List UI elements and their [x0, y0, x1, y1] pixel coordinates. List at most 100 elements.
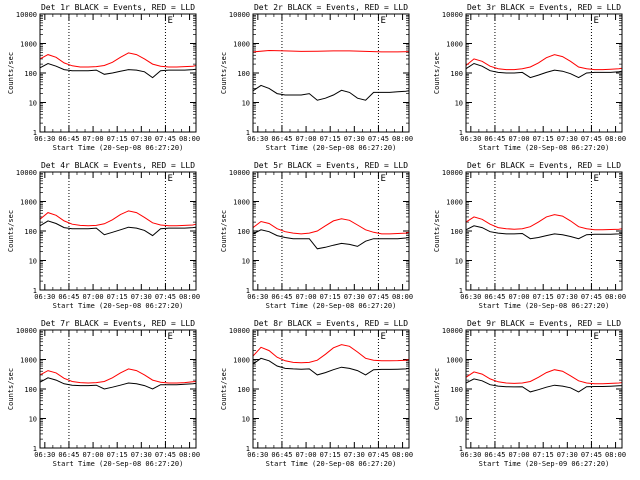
x-tick-label: 06:45 — [484, 135, 505, 143]
x-tick-label: 07:15 — [107, 451, 128, 459]
x-tick-label: 07:30 — [131, 135, 152, 143]
panel-title: Det 1r BLACK = Events, RED = LLD — [41, 3, 195, 12]
y-tick-label: 1 — [33, 129, 37, 137]
x-tick-label: 06:45 — [484, 451, 505, 459]
y-tick-label: 1 — [246, 445, 250, 453]
y-tick-label: 10000 — [442, 327, 463, 335]
event-marker-label: E — [167, 16, 172, 26]
y-tick-label: 10 — [455, 416, 463, 424]
x-tick-label: 06:30 — [34, 451, 55, 459]
y-axis-label: Counts/sec — [220, 368, 228, 410]
event-marker-label: E — [380, 174, 385, 184]
black-series-line — [465, 225, 623, 240]
event-marker-label: E — [380, 16, 385, 26]
plot-frame — [252, 13, 410, 133]
y-axis-label: Counts/sec — [433, 210, 441, 252]
x-tick-label: 06:45 — [58, 451, 79, 459]
panel-title: Det 3r BLACK = Events, RED = LLD — [467, 3, 621, 12]
black-series-line — [252, 357, 410, 376]
y-tick-label: 1000 — [233, 357, 250, 365]
x-tick-label: 07:45 — [581, 451, 602, 459]
plot-frame — [39, 13, 197, 133]
plot-frame — [39, 171, 197, 291]
panel-title: Det 9r BLACK = Events, RED = LLD — [467, 319, 621, 328]
black-series-line — [39, 220, 197, 237]
y-tick-label: 10000 — [229, 327, 250, 335]
x-axis-label: Start Time (20-Sep-08 06:27:20) — [479, 144, 610, 152]
plot-frame — [465, 171, 623, 291]
x-tick-label: 07:30 — [131, 293, 152, 301]
y-tick-label: 10000 — [442, 11, 463, 19]
panel: Det 3r BLACK = Events, RED = LLD Counts/s… — [433, 3, 626, 152]
event-marker-label: E — [593, 332, 598, 342]
x-tick-label: 07:30 — [344, 451, 365, 459]
x-axis-label: Start Time (20-Sep-08 06:27:20) — [479, 302, 610, 310]
red-series-line — [39, 368, 197, 384]
x-tick-label: 06:45 — [271, 293, 292, 301]
x-tick-label: 07:45 — [581, 135, 602, 143]
panel: Det 2r BLACK = Events, RED = LLD Counts/s… — [220, 3, 413, 152]
y-tick-label: 1000 — [20, 199, 37, 207]
x-tick-label: 06:30 — [460, 451, 481, 459]
x-tick-label: 08:00 — [179, 451, 200, 459]
x-tick-label: 08:00 — [605, 293, 626, 301]
black-series-line — [39, 62, 197, 79]
y-tick-label: 1 — [459, 445, 463, 453]
x-tick-label: 06:30 — [34, 293, 55, 301]
y-tick-label: 1 — [459, 129, 463, 137]
x-tick-label: 08:00 — [179, 293, 200, 301]
y-tick-label: 1000 — [20, 41, 37, 49]
event-marker-label: E — [593, 16, 598, 26]
x-tick-label: 07:45 — [155, 293, 176, 301]
x-tick-label: 08:00 — [392, 135, 413, 143]
x-axis-label: Start Time (20-Sep-08 06:27:20) — [266, 302, 397, 310]
y-tick-label: 10 — [29, 416, 37, 424]
x-tick-label: 07:00 — [509, 451, 530, 459]
y-axis-label: Counts/sec — [433, 368, 441, 410]
red-series-line — [252, 218, 410, 235]
y-tick-label: 10000 — [229, 11, 250, 19]
panel-title: Det 5r BLACK = Events, RED = LLD — [254, 161, 408, 170]
y-tick-label: 100 — [24, 228, 37, 236]
x-tick-label: 07:00 — [83, 293, 104, 301]
x-tick-label: 06:30 — [460, 293, 481, 301]
panel-title: Det 4r BLACK = Events, RED = LLD — [41, 161, 195, 170]
x-axis-label: Start Time (20-Sep-08 06:27:20) — [53, 302, 184, 310]
x-tick-label: 07:30 — [557, 451, 578, 459]
y-axis-label: Counts/sec — [433, 52, 441, 94]
x-tick-label: 07:15 — [107, 293, 128, 301]
panel-title: Det 7r BLACK = Events, RED = LLD — [41, 319, 195, 328]
event-marker-label: E — [593, 174, 598, 184]
y-tick-label: 1000 — [446, 41, 463, 49]
x-tick-label: 07:15 — [320, 451, 341, 459]
y-tick-label: 10 — [29, 258, 37, 266]
y-tick-label: 100 — [450, 386, 463, 394]
x-tick-label: 07:00 — [296, 293, 317, 301]
y-tick-label: 1000 — [233, 41, 250, 49]
y-tick-label: 10000 — [16, 11, 37, 19]
y-tick-label: 1 — [246, 287, 250, 295]
red-series-line — [252, 344, 410, 364]
y-tick-label: 10 — [455, 100, 463, 108]
x-tick-label: 07:30 — [131, 451, 152, 459]
panel: Det 7r BLACK = Events, RED = LLD Counts/s… — [7, 319, 200, 468]
y-tick-label: 1 — [33, 445, 37, 453]
x-tick-label: 07:30 — [344, 293, 365, 301]
black-series-line — [39, 377, 197, 390]
x-tick-label: 06:45 — [484, 293, 505, 301]
y-tick-label: 100 — [450, 70, 463, 78]
x-tick-label: 06:30 — [247, 451, 268, 459]
x-tick-label: 07:45 — [581, 293, 602, 301]
panel: Det 1r BLACK = Events, RED = LLD Counts/s… — [7, 3, 200, 152]
y-tick-label: 100 — [24, 386, 37, 394]
x-tick-label: 07:00 — [509, 135, 530, 143]
y-axis-label: Counts/sec — [7, 368, 15, 410]
x-axis-label: Start Time (20-Sep-08 06:27:20) — [266, 144, 397, 152]
event-marker-label: E — [167, 332, 172, 342]
x-tick-label: 06:30 — [247, 135, 268, 143]
x-tick-label: 06:45 — [271, 451, 292, 459]
x-tick-label: 07:45 — [368, 451, 389, 459]
event-marker-label: E — [167, 174, 172, 184]
x-tick-label: 07:00 — [296, 451, 317, 459]
x-tick-label: 08:00 — [179, 135, 200, 143]
